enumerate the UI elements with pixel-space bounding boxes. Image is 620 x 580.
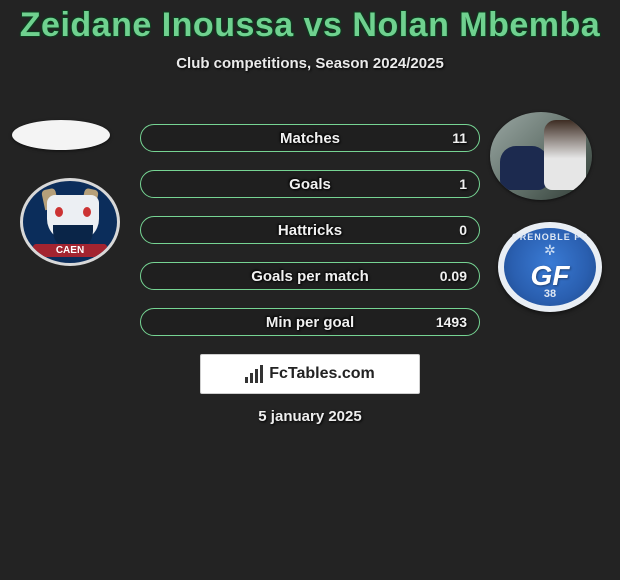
stat-row: Goals per match 0.09 bbox=[140, 262, 480, 290]
player-left-photo bbox=[12, 120, 110, 150]
stat-row: Goals 1 bbox=[140, 170, 480, 198]
date-label: 5 january 2025 bbox=[0, 408, 620, 425]
brand-link[interactable]: FcTables.com bbox=[200, 354, 420, 394]
club-right-number: 38 bbox=[504, 288, 596, 300]
stat-value-right: 11 bbox=[452, 130, 467, 146]
stat-row: Hattricks 0 bbox=[140, 216, 480, 244]
caen-shield-icon: CAEN bbox=[20, 178, 120, 266]
stat-value-right: 0 bbox=[459, 222, 467, 238]
stat-value-right: 1 bbox=[459, 176, 467, 192]
stat-row: Matches 11 bbox=[140, 124, 480, 152]
club-left-badge: CAEN bbox=[20, 178, 120, 266]
snowflake-icon: ✲ bbox=[544, 242, 556, 259]
club-right-badge: GRENOBLE FC ✲ GF 38 bbox=[498, 222, 602, 312]
brand-text: FcTables.com bbox=[269, 365, 375, 383]
grenoble-disc-icon: GRENOBLE FC ✲ GF 38 bbox=[498, 222, 602, 312]
stat-label: Goals bbox=[289, 176, 331, 193]
page-title: Zeidane Inoussa vs Nolan Mbemba bbox=[0, 0, 620, 45]
club-left-name: CAEN bbox=[33, 244, 107, 257]
player-right-photo bbox=[490, 112, 592, 200]
stat-value-right: 0.09 bbox=[440, 268, 467, 284]
stats-list: Matches 11 Goals 1 Hattricks 0 Goals per… bbox=[140, 124, 480, 354]
stat-label: Min per goal bbox=[266, 314, 354, 331]
bar-chart-icon bbox=[245, 365, 263, 383]
stat-label: Hattricks bbox=[278, 222, 342, 239]
club-right-ring: GRENOBLE FC bbox=[504, 232, 596, 242]
stat-row: Min per goal 1493 bbox=[140, 308, 480, 336]
comparison-card: Zeidane Inoussa vs Nolan Mbemba Club com… bbox=[0, 0, 620, 450]
stat-label: Matches bbox=[280, 130, 340, 147]
stat-value-right: 1493 bbox=[436, 314, 467, 330]
subtitle: Club competitions, Season 2024/2025 bbox=[0, 55, 620, 72]
stat-label: Goals per match bbox=[251, 268, 369, 285]
